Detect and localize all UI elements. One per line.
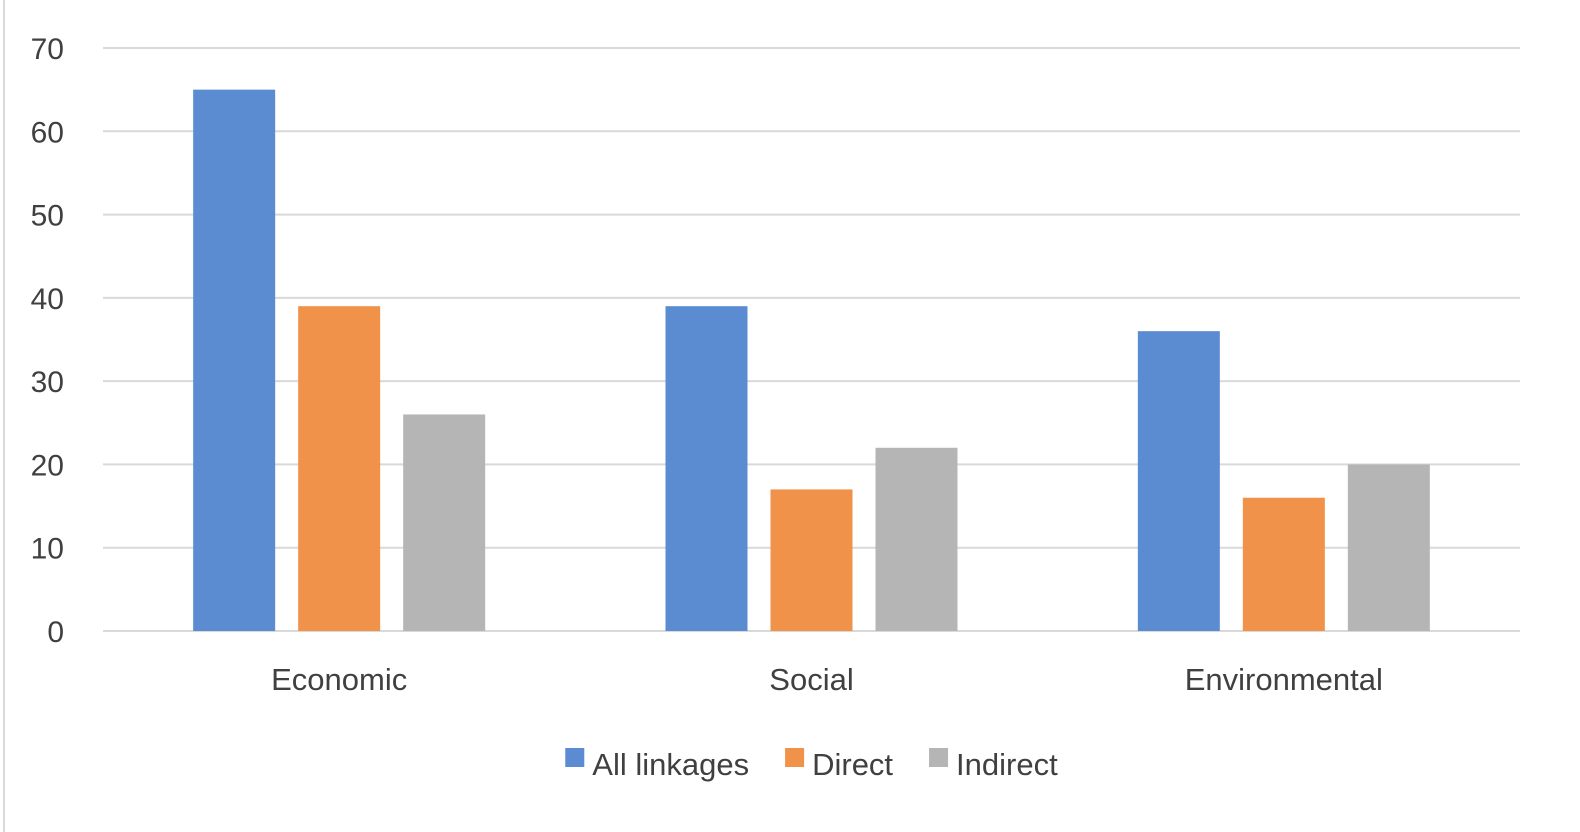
x-axis-categories: Economic Social Environmental <box>271 662 1383 697</box>
y-tick-label: 40 <box>31 283 64 316</box>
x-category-label: Social <box>769 662 853 697</box>
legend-label: Direct <box>812 747 893 782</box>
y-tick-label: 60 <box>31 116 64 149</box>
y-tick-label: 10 <box>31 533 64 566</box>
y-tick-label: 50 <box>31 200 64 233</box>
bars <box>193 89 1430 631</box>
x-category-label: Economic <box>271 662 407 697</box>
legend-item: Direct <box>785 747 893 782</box>
x-category-label: Environmental <box>1185 662 1383 697</box>
legend-swatch <box>929 748 949 767</box>
legend-swatch <box>785 748 805 767</box>
legend-swatch <box>565 748 585 767</box>
y-tick-label: 0 <box>47 616 64 649</box>
bar-indirect-environmental <box>1347 464 1430 631</box>
y-tick-label: 30 <box>31 366 64 399</box>
y-tick-label: 70 <box>31 33 64 66</box>
y-axis-ticks: 0 10 20 30 40 50 60 70 <box>31 33 64 649</box>
y-tick-label: 20 <box>31 449 64 482</box>
bar-direct-social <box>770 489 853 631</box>
bar-indirect-economic <box>403 414 486 631</box>
legend-item: Indirect <box>929 747 1058 782</box>
bar-direct-economic <box>298 306 381 631</box>
bar-all-linkages-environmental <box>1137 331 1220 631</box>
legend: All linkages Direct Indirect <box>565 747 1058 782</box>
bar-all-linkages-social <box>665 306 748 631</box>
bar-indirect-social <box>875 447 958 631</box>
bar-direct-environmental <box>1242 497 1325 631</box>
bar-all-linkages-economic <box>193 89 276 631</box>
legend-item: All linkages <box>565 747 749 782</box>
legend-label: Indirect <box>956 747 1058 782</box>
legend-label: All linkages <box>592 747 749 782</box>
